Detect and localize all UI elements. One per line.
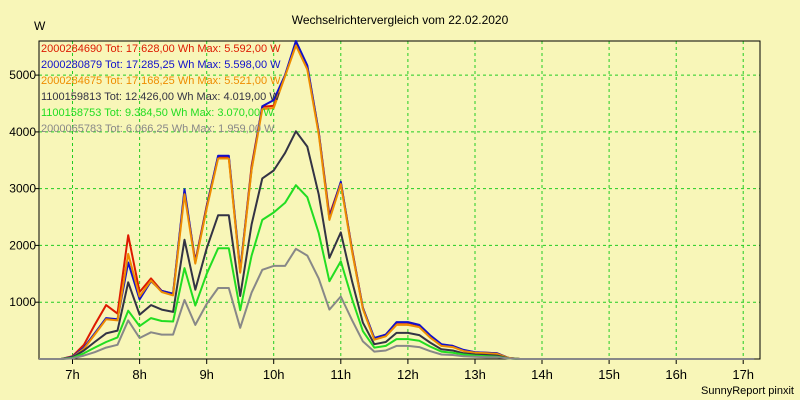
x-tick-label: 17h <box>732 367 754 382</box>
x-tick-label: 16h <box>665 367 687 382</box>
series-line-2000280879 <box>39 40 755 360</box>
legend-entry-2000280879: 2000280879 Tot: 17.285,25 Wh Max: 5.598,… <box>41 59 281 71</box>
legend-entry-1100158753: 1100158753 Tot: 9.384,50 Wh Max: 3.070,0… <box>41 107 274 119</box>
y-tick-label: 4000 <box>9 125 36 139</box>
x-tick-label: 11h <box>330 367 351 382</box>
series-lines <box>39 40 755 360</box>
y-axis-label: W <box>34 19 46 33</box>
y-axis: 1000 2000 3000 4000 5000 <box>9 68 39 309</box>
y-tick-label: 3000 <box>9 182 36 196</box>
x-tick-label: 7h <box>65 367 79 382</box>
legend-entry-1100159813: 1100159813 Tot: 12.426,00 Wh Max: 4.019,… <box>41 91 280 103</box>
x-axis: 7h 8h 9h 10h 11h 12h 13h 14h 15h 16h 17h <box>65 359 754 382</box>
x-tick-label: 9h <box>199 367 213 382</box>
footer-credit: SunnyReport pinxit <box>701 385 794 397</box>
legend-entry-2000065783: 2000065783 Tot: 6.066,25 Wh Max: 1.959,0… <box>41 123 275 135</box>
y-tick-label: 5000 <box>9 68 36 82</box>
x-tick-label: 13h <box>464 367 486 382</box>
chart-title: Wechselrichtervergleich vom 22.02.2020 <box>292 13 509 27</box>
legend-entry-2000284690: 2000284690 Tot: 17.628,00 Wh Max: 5.592,… <box>41 43 281 55</box>
y-tick-label: 2000 <box>9 238 36 252</box>
x-tick-label: 12h <box>397 367 419 382</box>
x-tick-label: 8h <box>132 367 146 382</box>
y-tick-label: 1000 <box>9 295 36 309</box>
x-tick-label: 10h <box>263 367 285 382</box>
series-line-2000065783 <box>39 247 755 360</box>
legend-entry-2000284675: 2000284675 Tot: 17.168,25 Wh Max: 5.521,… <box>41 75 281 87</box>
x-tick-label: 14h <box>531 367 553 382</box>
grid <box>39 41 760 359</box>
plot-frame <box>38 40 761 360</box>
legend: 2000284690 Tot: 17.628,00 Wh Max: 5.592,… <box>41 43 281 135</box>
x-tick-label: 15h <box>598 367 620 382</box>
